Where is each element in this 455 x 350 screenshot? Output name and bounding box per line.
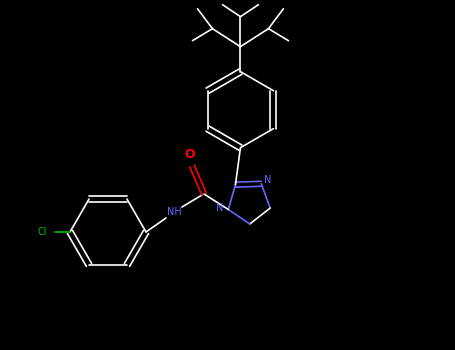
Text: N: N: [216, 203, 223, 212]
Text: NH: NH: [167, 207, 182, 217]
Text: N: N: [264, 175, 272, 185]
Text: Cl: Cl: [37, 227, 47, 237]
Text: O: O: [185, 147, 195, 161]
